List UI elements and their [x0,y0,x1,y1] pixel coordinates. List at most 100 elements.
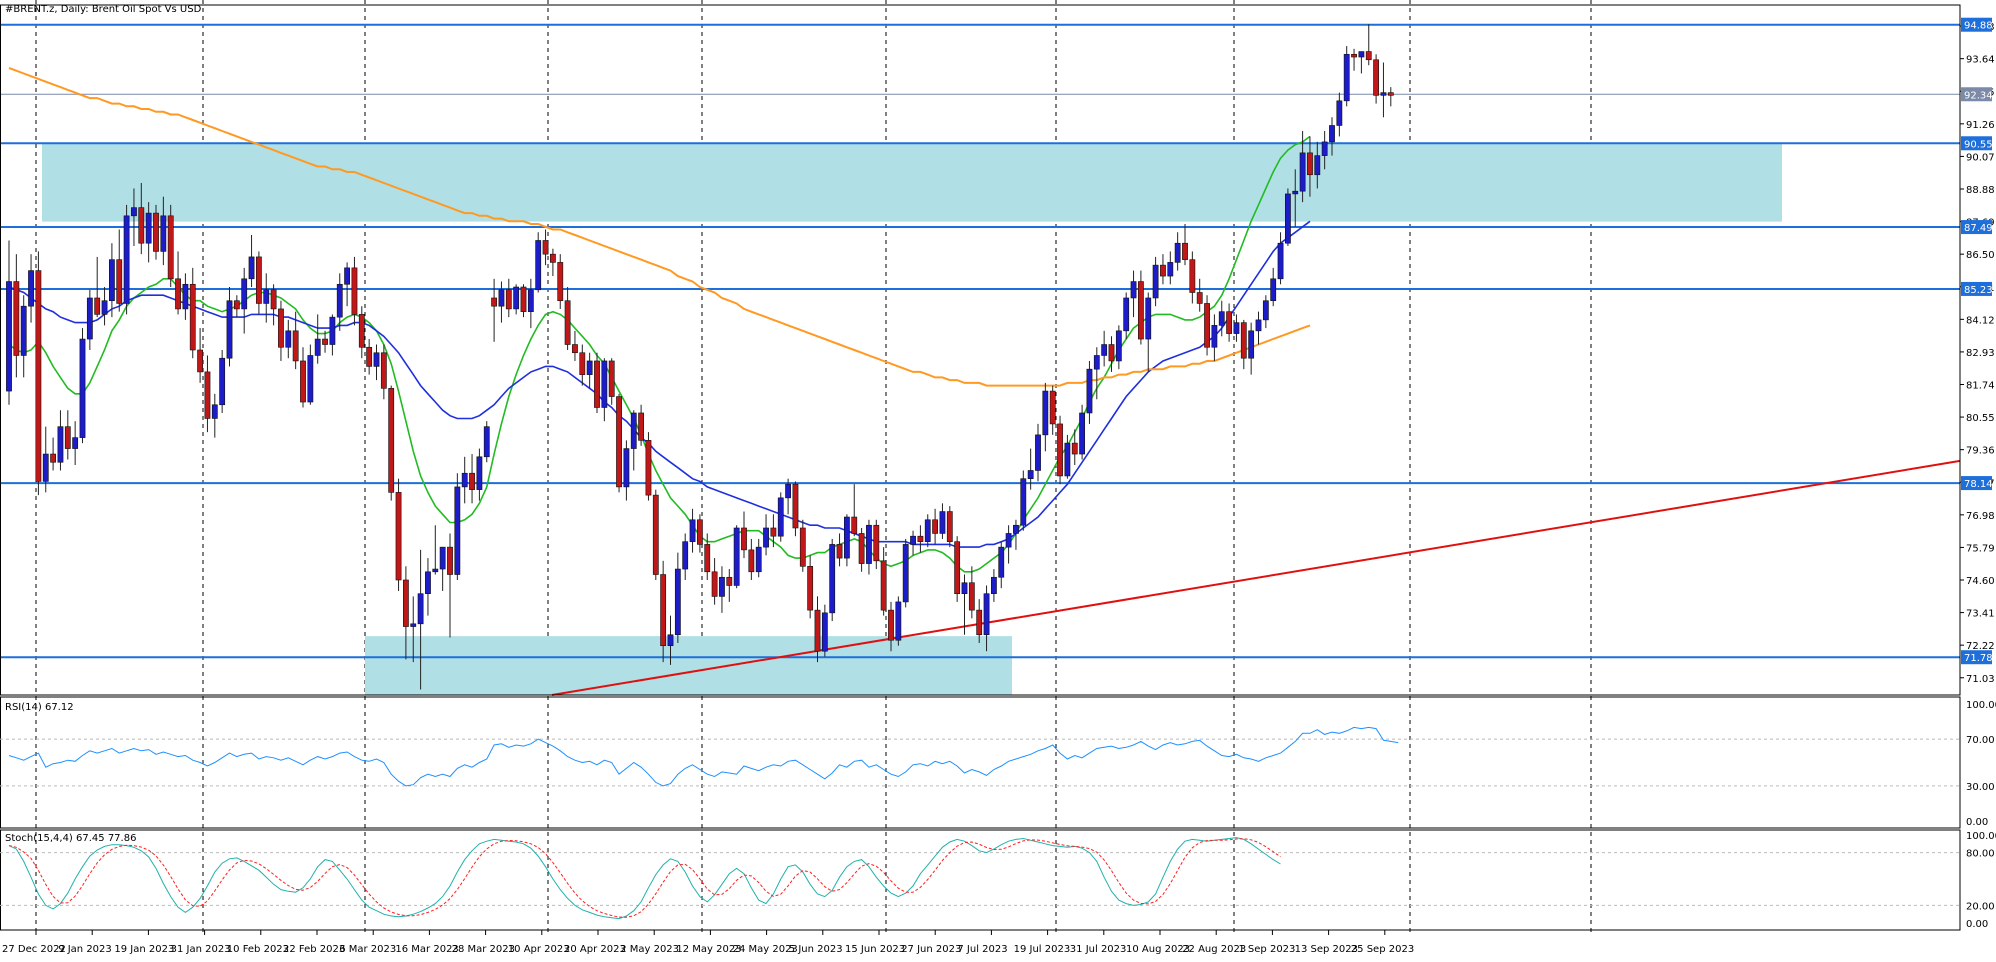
candle-body-127 [939,511,946,534]
candle-body-112 [829,544,836,614]
stoch-tick-3: 0.00 [1966,919,1988,930]
stoch-tick-0: 100.00 [1966,831,1996,842]
candle-body-139 [1027,470,1034,479]
price-label-box-4 [1961,281,1992,296]
candle-body-108 [799,527,806,567]
candle-body-79 [586,360,593,375]
candle-body-44 [329,316,336,345]
candle-body-30 [226,300,233,359]
candle-body-69 [513,286,520,310]
candle-body-42 [314,338,321,356]
y-tick-label-13: 79.36 [1966,446,1995,457]
candle-body-39 [292,330,299,362]
horizontal-levels [0,23,1960,659]
candle-body-73 [542,240,549,255]
candle-body-1 [13,281,20,356]
candle-body-117 [866,524,872,564]
candle-body-185 [1365,51,1372,61]
candle-body-83 [616,396,622,488]
candle-body-187 [1380,92,1387,96]
candle-body-81 [601,360,608,408]
rsi-tick-3: 0.00 [1966,817,1988,828]
candle-body-77 [572,344,578,354]
candle-body-161 [1189,259,1196,293]
candle-body-142 [1049,390,1056,425]
y-tick-label-10: 82.93 [1966,348,1995,359]
trendline [551,459,1961,696]
candle-body-11 [86,297,93,340]
x-tick-label-6: 6 Mar 2023 [339,944,396,955]
rsi-tick-1: 70.00 [1966,735,1995,746]
candle-body-36 [270,289,277,310]
candle-body-32 [241,278,248,310]
candle-body-80 [594,360,600,408]
y-tick-label-16: 75.79 [1966,543,1995,554]
candle-body-50 [373,352,380,367]
candle-body-126 [932,519,938,534]
x-tick-label-16: 27 Jun 2023 [901,944,961,955]
moving-average-line-2 [8,67,1311,387]
x-tick-label-9: 10 Apr 2023 [508,944,570,955]
rsi-tick-0: 100.00 [1966,700,1996,711]
price-label-box-2 [1961,136,1992,151]
x-tick-label-5: 22 Feb 2023 [283,944,345,955]
candle-body-182 [1343,53,1350,102]
candle-body-109 [807,566,814,611]
candle-body-59 [439,546,446,570]
candle-body-106 [785,483,791,499]
candle-body-74 [549,253,556,263]
candle-body-147 [1086,368,1093,414]
candle-body-24 [182,283,189,310]
y-tick-label-4: 90.07 [1966,152,1995,163]
candle-body-135 [998,546,1005,578]
candle-body-160 [1182,242,1188,260]
candle-body-72 [535,240,542,291]
y-tick-label-5: 88.88 [1966,185,1995,196]
candle-body-88 [652,494,659,575]
candle-body-33 [248,256,255,280]
candle-body-14 [109,259,115,302]
candle-body-25 [189,283,196,351]
support-resistance-zones [42,143,1782,695]
y-tick-label-9: 84.12 [1966,315,1995,326]
candle-body-37 [278,308,284,348]
candle-body-75 [557,262,564,302]
candle-body-125 [924,519,931,542]
support-zone [365,636,1012,695]
candle-body-31 [233,300,240,310]
candle-body-40 [300,360,306,403]
candle-body-166 [1226,311,1232,334]
stoch-signal-line [8,838,1281,918]
candle-body-60 [447,546,453,575]
candle-body-180 [1329,125,1335,143]
candle-body-168 [1240,322,1247,359]
candle-body-162 [1196,292,1203,304]
rsi-line [8,726,1399,787]
price-label-1: 92.34 [1964,90,1993,101]
candle-body-43 [322,338,328,345]
candle-body-141 [1042,390,1049,436]
candle-body-131 [968,582,975,611]
candle-body-188 [1387,92,1394,96]
candle-body-8 [64,426,71,449]
candle-body-172 [1270,278,1277,302]
x-tick-label-18: 19 Jul 2023 [1014,944,1071,955]
candle-body-152 [1123,297,1130,332]
candle-body-118 [873,524,880,562]
candle-body-159 [1174,242,1181,263]
candle-body-167 [1233,322,1240,334]
candle-body-100 [741,527,747,551]
rsi-tick-2: 30.00 [1966,782,1995,793]
pane-frame-1 [0,696,1961,829]
candle-body-116 [858,533,865,564]
candle-body-176 [1299,152,1306,192]
x-tick-label-10: 20 Apr 2023 [564,944,626,955]
candle-body-71 [527,289,534,312]
moving-averages [8,67,1311,573]
candle-body-107 [792,483,799,529]
candle-body-144 [1064,442,1071,477]
trendline-group [551,459,1961,696]
candle-body-171 [1262,300,1269,321]
candle-body-21 [160,215,167,252]
